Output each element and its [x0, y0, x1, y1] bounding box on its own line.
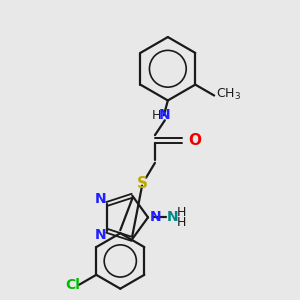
Text: Cl: Cl: [66, 278, 81, 292]
Text: H: H: [177, 216, 186, 229]
Text: S: S: [136, 176, 148, 191]
Text: H: H: [177, 206, 186, 219]
Text: N: N: [167, 210, 178, 224]
Text: N: N: [150, 210, 162, 224]
Text: N: N: [94, 192, 106, 206]
Text: H: H: [151, 109, 160, 122]
Text: N: N: [94, 229, 106, 242]
Text: CH$_3$: CH$_3$: [216, 87, 241, 102]
Text: N: N: [159, 108, 171, 122]
Text: O: O: [189, 133, 202, 148]
